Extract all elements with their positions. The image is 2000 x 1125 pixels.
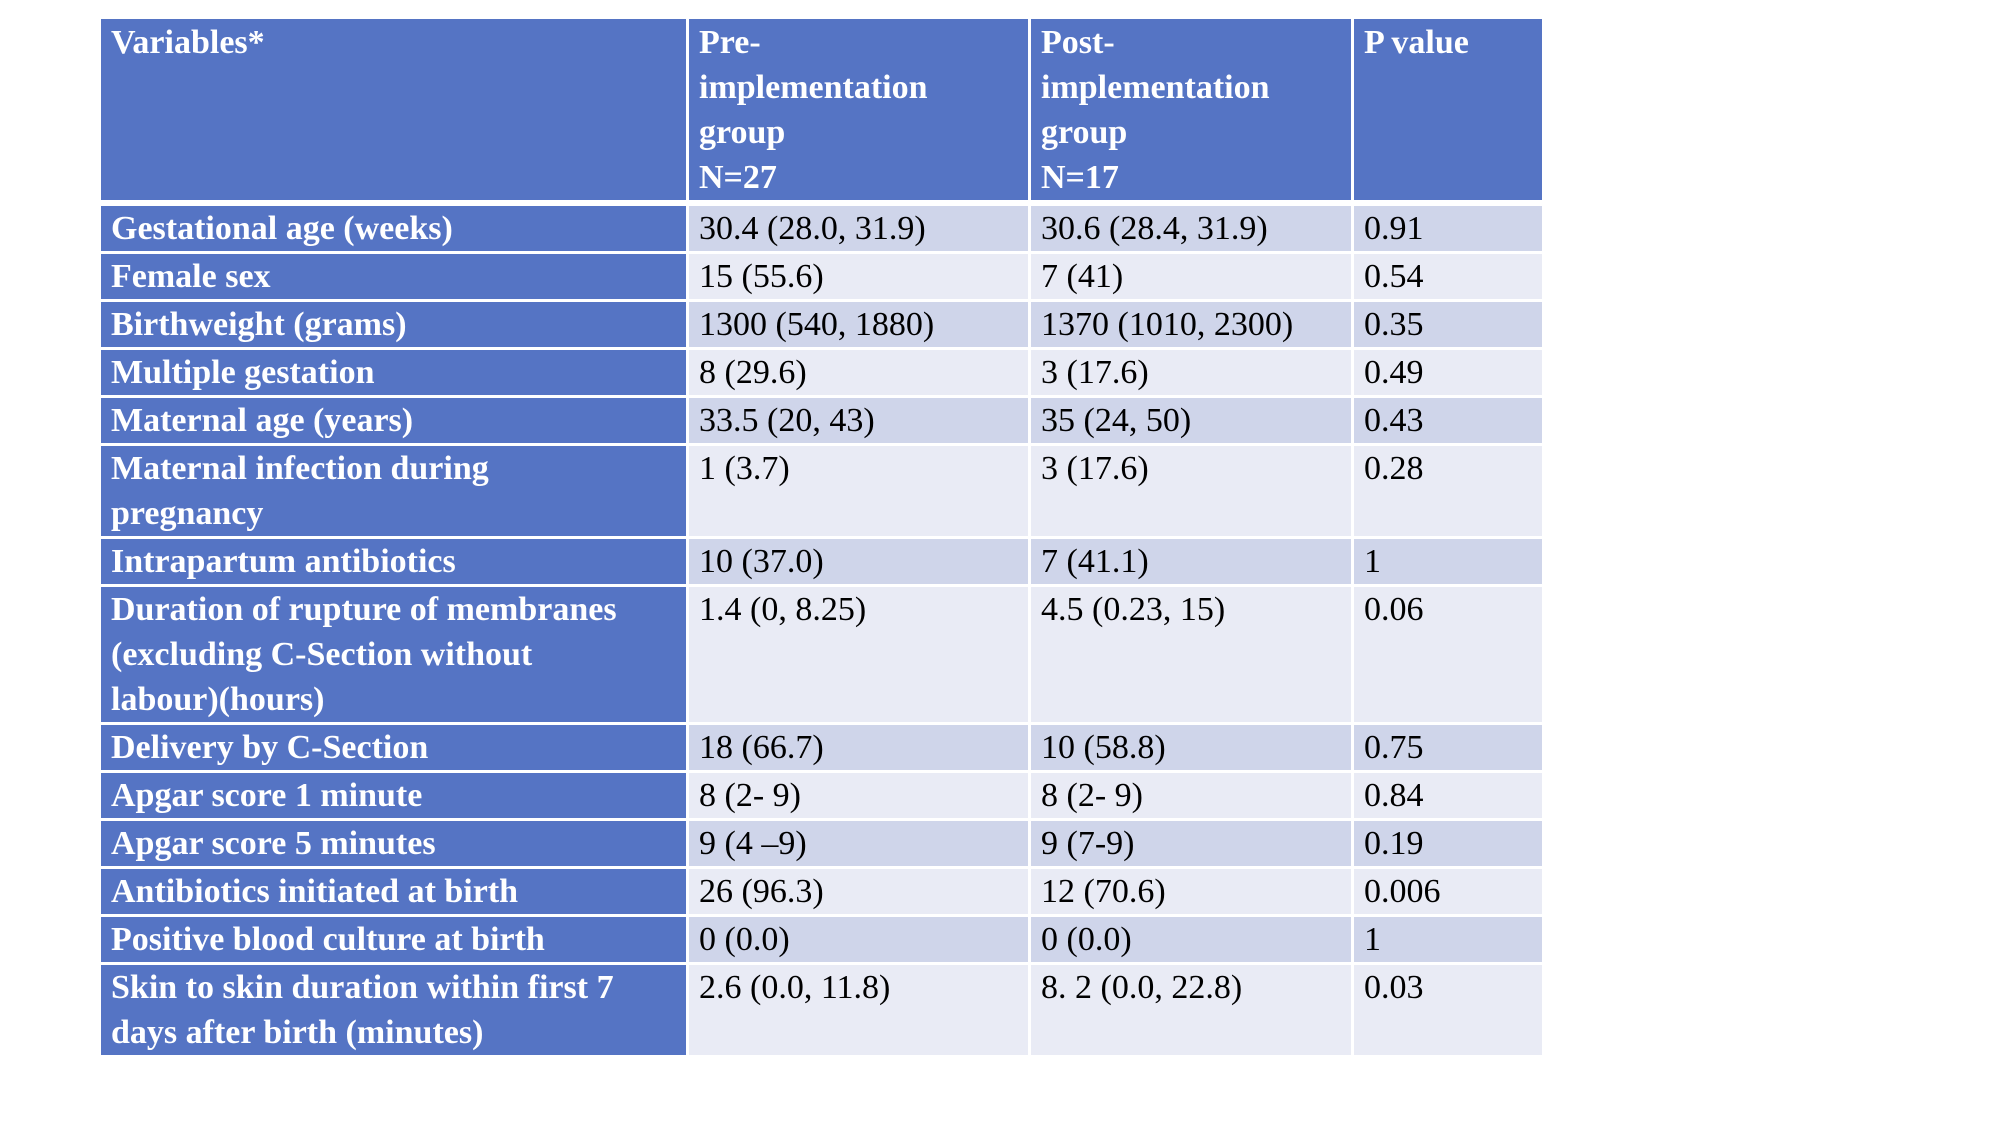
post-value: 8 (2- 9)	[1031, 773, 1354, 821]
pre-value: 8 (29.6)	[689, 350, 1031, 398]
pre-value: 33.5 (20, 43)	[689, 398, 1031, 446]
pre-value: 0 (0.0)	[689, 917, 1031, 965]
p-value: 0.84	[1354, 773, 1542, 821]
p-value: 1	[1354, 917, 1542, 965]
p-value: 0.54	[1354, 254, 1542, 302]
post-value: 7 (41.1)	[1031, 539, 1354, 587]
header-p-value: P value	[1354, 19, 1542, 206]
pre-value: 8 (2- 9)	[689, 773, 1031, 821]
p-value: 0.75	[1354, 725, 1542, 773]
header-pre-implementation: Pre- implementation group N=27	[689, 19, 1031, 206]
row-label: Gestational age (weeks)	[101, 206, 689, 254]
row-label: Maternal age (years)	[101, 398, 689, 446]
pre-value: 26 (96.3)	[689, 869, 1031, 917]
pre-value: 18 (66.7)	[689, 725, 1031, 773]
data-table: Variables* Pre- implementation group N=2…	[101, 19, 1542, 1058]
pre-value: 30.4 (28.0, 31.9)	[689, 206, 1031, 254]
row-label: Apgar score 5 minutes	[101, 821, 689, 869]
post-value: 30.6 (28.4, 31.9)	[1031, 206, 1354, 254]
post-value: 0 (0.0)	[1031, 917, 1354, 965]
post-value: 3 (17.6)	[1031, 446, 1354, 539]
p-value: 1	[1354, 539, 1542, 587]
pre-value: 1.4 (0, 8.25)	[689, 587, 1031, 725]
p-value: 0.19	[1354, 821, 1542, 869]
row-label: Intrapartum antibiotics	[101, 539, 689, 587]
header-post-implementation: Post- implementation group N=17	[1031, 19, 1354, 206]
pre-value: 2.6 (0.0, 11.8)	[689, 965, 1031, 1058]
p-value: 0.006	[1354, 869, 1542, 917]
p-value: 0.49	[1354, 350, 1542, 398]
p-value: 0.28	[1354, 446, 1542, 539]
row-label: Apgar score 1 minute	[101, 773, 689, 821]
row-label: Delivery by C-Section	[101, 725, 689, 773]
pre-value: 15 (55.6)	[689, 254, 1031, 302]
p-value: 0.43	[1354, 398, 1542, 446]
row-label: Multiple gestation	[101, 350, 689, 398]
post-value: 7 (41)	[1031, 254, 1354, 302]
p-value: 0.91	[1354, 206, 1542, 254]
row-label: Antibiotics initiated at birth	[101, 869, 689, 917]
row-label: Female sex	[101, 254, 689, 302]
p-value: 0.35	[1354, 302, 1542, 350]
row-label: Birthweight (grams)	[101, 302, 689, 350]
row-label: Duration of rupture of membranes (exclud…	[101, 587, 689, 725]
header-variables: Variables*	[101, 19, 689, 206]
row-label: Skin to skin duration within first 7 day…	[101, 965, 689, 1058]
post-value: 4.5 (0.23, 15)	[1031, 587, 1354, 725]
post-value: 35 (24, 50)	[1031, 398, 1354, 446]
post-value: 8. 2 (0.0, 22.8)	[1031, 965, 1354, 1058]
post-value: 12 (70.6)	[1031, 869, 1354, 917]
row-label: Positive blood culture at birth	[101, 917, 689, 965]
post-value: 9 (7-9)	[1031, 821, 1354, 869]
post-value: 3 (17.6)	[1031, 350, 1354, 398]
pre-value: 9 (4 –9)	[689, 821, 1031, 869]
p-value: 0.03	[1354, 965, 1542, 1058]
pre-value: 1300 (540, 1880)	[689, 302, 1031, 350]
pre-value: 10 (37.0)	[689, 539, 1031, 587]
row-label: Maternal infection during pregnancy	[101, 446, 689, 539]
pre-value: 1 (3.7)	[689, 446, 1031, 539]
post-value: 10 (58.8)	[1031, 725, 1354, 773]
post-value: 1370 (1010, 2300)	[1031, 302, 1354, 350]
p-value: 0.06	[1354, 587, 1542, 725]
